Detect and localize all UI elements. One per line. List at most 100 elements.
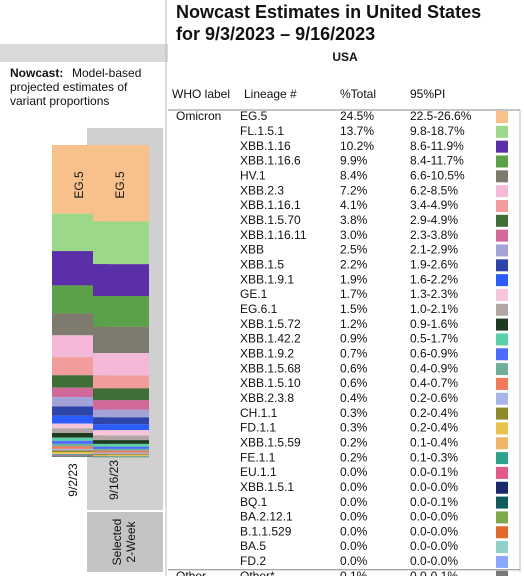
bar-segment [93,221,149,264]
swatch [496,363,508,375]
lineage: EG.6.1 [240,302,278,316]
bar-segment [93,435,149,440]
lineage: XBB.1.9.2 [240,346,294,360]
pi: 1.0-2.1% [410,302,458,316]
column-header: %Total [340,87,376,101]
total: 0.6% [340,376,368,390]
pi: 0.2-0.4% [410,421,458,435]
title: Nowcast Estimates in United States [176,2,481,22]
side-band [0,44,168,62]
bar-top-label: EG.5 [113,171,127,199]
total: 1.7% [340,287,368,301]
total: 4.1% [340,198,368,212]
bar-segment [93,417,149,424]
bar-segment [93,451,149,453]
bar-segment [93,376,149,389]
total: 0.3% [340,421,368,435]
lineage: XBB.1.5 [240,257,284,271]
lineage: FE.1.1 [240,450,276,464]
swatch [496,215,508,227]
swatch [496,200,508,212]
total: 0.0% [340,539,368,553]
pi: 6.2-8.5% [410,183,458,197]
swatch [496,511,508,523]
lineage: XBB.1.5.70 [240,213,301,227]
swatch [496,348,508,360]
bar-date: 9/16/23 [107,460,121,500]
pi: 0.1-0.4% [410,435,458,449]
lineage: BQ.1 [240,495,268,509]
lineage: EU.1.1 [240,465,277,479]
pi: 0.0-0.1% [410,569,458,576]
total: 0.7% [340,346,368,360]
bar-segment [93,327,149,353]
lineage: Other* [240,569,275,576]
lineage: FL.1.5.1 [240,124,284,138]
bar-segment [93,353,149,375]
total: 0.2% [340,450,368,464]
lineage: BA.5 [240,539,266,553]
swatch [496,155,508,167]
swatch [496,244,508,256]
lineage: XBB.1.5.10 [240,376,301,390]
bar-segment [93,296,149,327]
pi: 0.0-0.0% [410,480,458,494]
pi: 0.0-0.0% [410,554,458,568]
pi: 8.4-11.7% [410,154,464,168]
lineage: XBB.1.9.1 [240,272,294,286]
selected-label: Selected [110,519,124,566]
lineage: B.1.1.529 [240,524,292,538]
swatch [496,230,508,242]
swatch [496,556,508,568]
column-header: WHO label [172,87,230,101]
bar-top-label: EG.5 [72,171,86,199]
bar-segment [93,453,149,454]
lineage: XBB.1.5.68 [240,361,301,375]
total: 1.5% [340,302,368,316]
swatch [496,467,508,479]
total: 9.9% [340,154,368,168]
total: 24.5% [340,109,374,123]
swatch [496,408,508,420]
bar-segment [93,454,149,455]
swatch [496,422,508,434]
bar-segment [93,388,149,400]
lineage: BA.2.12.1 [240,510,293,524]
pi: 1.6-2.2% [410,272,458,286]
total: 2.2% [340,257,368,271]
lineage: XBB.1.16.11 [240,228,307,242]
swatch [496,170,508,182]
lineage: XBB.1.16 [240,139,291,153]
pi: 0.0-0.0% [410,524,458,538]
bar-segment [93,430,149,435]
swatch [496,378,508,390]
bar-segment [93,424,149,430]
total: 0.4% [340,391,368,405]
lineage: XBB [240,243,264,257]
total: 0.9% [340,332,368,346]
lineage: XBB.1.5.1 [240,480,294,494]
who-label: Omicron [176,109,221,123]
lineage: XBB.2.3 [240,183,284,197]
lineage: XBB.1.16.6 [240,154,301,168]
total: 10.2% [340,139,374,153]
pi: 1.9-2.6% [410,257,458,271]
swatch [496,289,508,301]
total: 0.0% [340,465,368,479]
swatch [496,126,508,138]
swatch [496,111,508,123]
pi: 0.2-0.4% [410,406,458,420]
lineage: XBB.1.5.59 [240,435,301,449]
side-label: Model-based [72,66,141,80]
swatch [496,319,508,331]
swatch [496,141,508,153]
bar-date: 9/2/23 [66,463,80,497]
total: 7.2% [340,183,368,197]
pi: 0.9-1.6% [410,317,458,331]
pi: 0.2-0.6% [410,391,458,405]
lineage: GE.1 [240,287,268,301]
total: 0.0% [340,524,368,538]
title: for 9/3/2023 – 9/16/2023 [176,24,375,44]
pi: 6.6-10.5% [410,168,465,182]
total: 0.3% [340,406,368,420]
